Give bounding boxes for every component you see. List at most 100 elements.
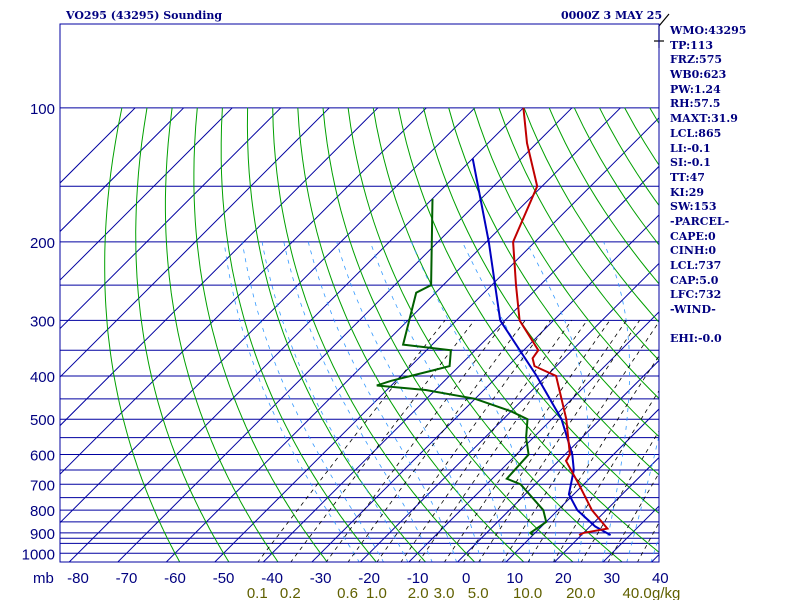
- mixing-ratio-labels: 0.1 0.2 0.6 1.0 2.0 3.0 5.0 10.0 20.0 40.0: [247, 585, 652, 600]
- isobar-lines: [60, 107, 659, 554]
- index-row: PW:1.24: [670, 82, 721, 96]
- temperature-axis-labels: -80 -70 -60 -50 -40 -30 -20 -10 0 10 20 30 40: [67, 570, 669, 587]
- sounding-time: 0000Z 3 MAY 25: [561, 9, 663, 22]
- index-row: CINH:0: [670, 244, 717, 258]
- index-row: CAPE:0: [670, 229, 716, 243]
- moist-adiabat-line: [336, 241, 482, 562]
- dry-adiabat-line: [448, 107, 659, 438]
- index-row: LCL:865: [670, 126, 722, 140]
- temperature-tick-label: -80: [67, 570, 89, 587]
- dry-adiabat-line: [473, 107, 659, 400]
- sounding-title: VO295 (43295) Sounding: [66, 9, 223, 22]
- moist-adiabat-line: [261, 241, 409, 562]
- mixing-ratio-tick-label: 5.0: [468, 585, 489, 600]
- moist-adiabat-line: [626, 434, 659, 562]
- mixing-ratio-line: [462, 320, 627, 562]
- wind-barb-flag: [658, 13, 670, 27]
- dry-adiabat-line: [322, 107, 574, 562]
- mixing-ratio-tick-label: 0.1: [247, 585, 268, 600]
- mixing-ratio-line: [607, 472, 659, 562]
- index-row: LFC:732: [670, 288, 722, 302]
- temperature-tick-label: -10: [407, 570, 429, 587]
- moist-adiabat-line: [462, 241, 557, 562]
- pressure-tick-label: 700: [30, 477, 55, 494]
- isotherm-line: [165, 107, 621, 562]
- pressure-tick-label: 1000: [22, 546, 55, 563]
- temperature-tick-label: -30: [310, 570, 332, 587]
- index-row: MAXT:31.9: [670, 112, 738, 126]
- mixing-ratio-tick-label: 10.0: [513, 585, 542, 600]
- dry-adiabat-lines: [104, 107, 659, 562]
- pressure-unit-label: mb: [33, 570, 54, 587]
- mixing-ratio-line: [501, 321, 659, 562]
- dry-adiabat-line: [220, 107, 377, 562]
- mixing-ratio-tick-label: 40.0: [623, 585, 652, 600]
- moist-adiabat-line: [602, 241, 630, 562]
- indices-panel: WMO:43295 TP:113 FRZ:575 WB0:623 PW:1.24 RH:5…: [670, 24, 798, 347]
- dry-adiabat-line: [135, 107, 230, 562]
- moist-adiabat-line: [307, 241, 457, 562]
- mixing-ratio-tick-label: 20.0: [566, 585, 595, 600]
- temperature-tick-label: 0: [462, 570, 470, 587]
- index-row: TT:47: [670, 170, 705, 184]
- index-row: SI:-0.1: [670, 156, 711, 170]
- mixing-ratio-line: [478, 320, 640, 562]
- isotherm-line: [60, 107, 282, 330]
- temperature-tick-label: -70: [116, 570, 138, 587]
- pressure-tick-label: 900: [30, 526, 55, 543]
- index-row: RH:57.5: [670, 97, 721, 111]
- isotherm-lines: [60, 107, 659, 562]
- index-row: [670, 318, 798, 333]
- index-row: -WIND-: [670, 303, 716, 317]
- mixing-ratio-unit-label: g/kg: [652, 585, 680, 600]
- temperature-tick-label: -40: [261, 570, 283, 587]
- index-row: LI:-0.1: [670, 141, 711, 155]
- isotherm-line: [456, 359, 659, 562]
- temperature-tick-label: -60: [164, 570, 186, 587]
- index-row: -PARCEL-: [670, 214, 730, 228]
- mixing-ratio-tick-label: 1.0: [366, 585, 387, 600]
- pressure-tick-label: 600: [30, 447, 55, 464]
- index-row: CAP:5.0: [670, 273, 719, 287]
- isotherm-line: [553, 456, 659, 562]
- pressure-tick-label: 500: [30, 412, 55, 429]
- mixing-ratio-line: [637, 521, 659, 562]
- dry-adiabat-line: [498, 107, 659, 362]
- mixing-ratio-line: [400, 320, 573, 562]
- index-row: TP:113: [670, 38, 714, 52]
- mixing-ratio-line: [325, 320, 507, 562]
- dry-adiabat-line: [347, 107, 623, 562]
- mixing-ratio-line: [347, 320, 526, 562]
- temperature-tick-label: 30: [603, 570, 620, 587]
- mixing-ratio-line: [580, 430, 659, 562]
- index-row: FRZ:575: [670, 53, 723, 67]
- moist-adiabat-line: [242, 241, 385, 562]
- isotherm-line: [68, 107, 524, 562]
- mixing-ratio-line: [376, 320, 551, 562]
- sounding-profiles: [376, 107, 612, 536]
- pressure-tick-label: 200: [30, 235, 55, 252]
- pressure-tick-label: 400: [30, 369, 55, 386]
- dry-adiabat-line: [423, 107, 659, 476]
- dry-adiabat-line: [397, 107, 659, 515]
- plot-frame: [59, 23, 660, 563]
- index-row: SW:153: [670, 200, 717, 214]
- pressure-tick-label: 100: [30, 101, 55, 118]
- isotherm-line: [117, 107, 573, 562]
- pressure-tick-label: 300: [30, 313, 55, 330]
- isotherm-line: [214, 117, 659, 562]
- dry-adiabat-line: [272, 107, 476, 562]
- mixing-ratio-tick-label: 2.0: [408, 585, 429, 600]
- temperature-tick-label: -50: [213, 570, 235, 587]
- mixing-ratio-line: [257, 320, 446, 562]
- isotherm-line: [60, 107, 330, 378]
- temperature-line: [512, 107, 610, 536]
- isotherm-line: [262, 165, 659, 562]
- dry-adiabat-line: [523, 107, 659, 323]
- pressure-tick-label: 800: [30, 503, 55, 520]
- isotherm-line: [60, 107, 233, 281]
- index-row: WMO:43295: [670, 24, 747, 37]
- index-row: LCL:737: [670, 259, 722, 272]
- mixing-ratio-line: [290, 320, 475, 562]
- mixing-ratio-tick-label: 0.6: [337, 585, 358, 600]
